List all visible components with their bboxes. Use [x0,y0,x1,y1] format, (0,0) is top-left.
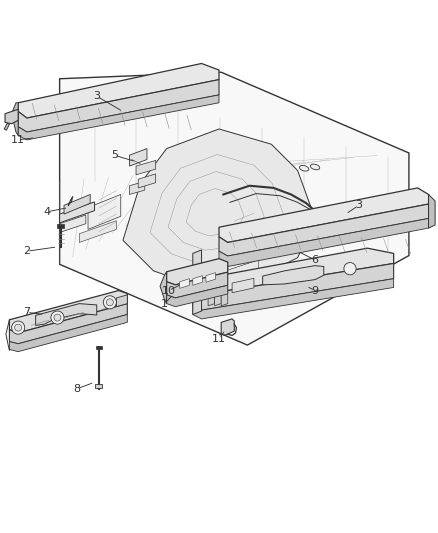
Polygon shape [166,285,228,306]
Polygon shape [215,286,221,306]
Text: 4: 4 [43,207,50,217]
Polygon shape [130,149,147,166]
Polygon shape [96,346,102,350]
Polygon shape [428,195,435,228]
Polygon shape [5,109,18,124]
Polygon shape [221,319,234,335]
Text: 3: 3 [93,91,100,101]
Polygon shape [166,272,228,298]
Polygon shape [60,72,409,345]
Polygon shape [35,304,97,326]
Polygon shape [18,79,219,132]
Text: 11: 11 [212,334,226,344]
Polygon shape [136,160,155,175]
Polygon shape [10,304,127,344]
Text: 9: 9 [311,286,318,295]
Polygon shape [263,265,324,285]
Polygon shape [4,123,10,130]
Text: 5: 5 [111,150,118,160]
Circle shape [51,311,64,324]
Polygon shape [228,238,265,271]
Polygon shape [60,215,86,232]
Polygon shape [79,221,117,243]
Polygon shape [219,260,258,282]
Polygon shape [60,202,95,223]
Polygon shape [18,95,219,140]
Polygon shape [88,195,121,229]
Circle shape [12,321,25,334]
Text: 7: 7 [23,308,31,317]
Circle shape [14,324,21,331]
Polygon shape [160,272,166,304]
Text: 10: 10 [162,286,176,295]
Polygon shape [12,103,18,135]
Ellipse shape [311,164,320,170]
Polygon shape [219,188,428,243]
Polygon shape [193,263,394,310]
Circle shape [106,299,113,306]
Polygon shape [219,204,428,256]
Text: 3: 3 [355,200,362,211]
Polygon shape [10,314,127,352]
Polygon shape [57,224,64,228]
Polygon shape [166,259,228,285]
Polygon shape [193,276,202,285]
Polygon shape [232,278,254,293]
Text: 11: 11 [11,135,25,145]
Polygon shape [18,63,219,118]
Polygon shape [193,248,394,295]
Polygon shape [193,250,201,314]
Circle shape [103,296,117,309]
Polygon shape [138,174,155,188]
Polygon shape [180,279,189,288]
Polygon shape [193,279,394,319]
Circle shape [344,263,356,275]
Polygon shape [206,272,215,282]
Text: 6: 6 [311,255,318,265]
Text: 2: 2 [23,246,31,256]
Polygon shape [221,286,228,306]
Polygon shape [117,295,127,306]
Polygon shape [95,384,102,388]
Polygon shape [208,286,215,306]
Polygon shape [64,195,90,214]
Circle shape [54,314,61,321]
Polygon shape [130,181,145,195]
Polygon shape [10,290,127,333]
Text: 8: 8 [74,384,81,394]
Polygon shape [219,219,428,266]
Polygon shape [123,129,315,286]
Text: 1: 1 [161,298,168,309]
Ellipse shape [300,165,309,171]
